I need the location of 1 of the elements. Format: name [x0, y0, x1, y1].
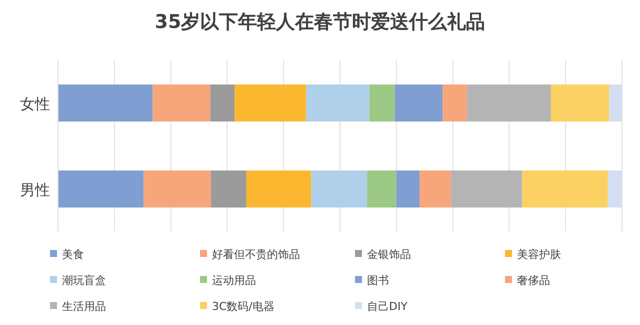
title: 35岁以下年轻人在春节时爱送什么礼品	[154, 11, 486, 33]
